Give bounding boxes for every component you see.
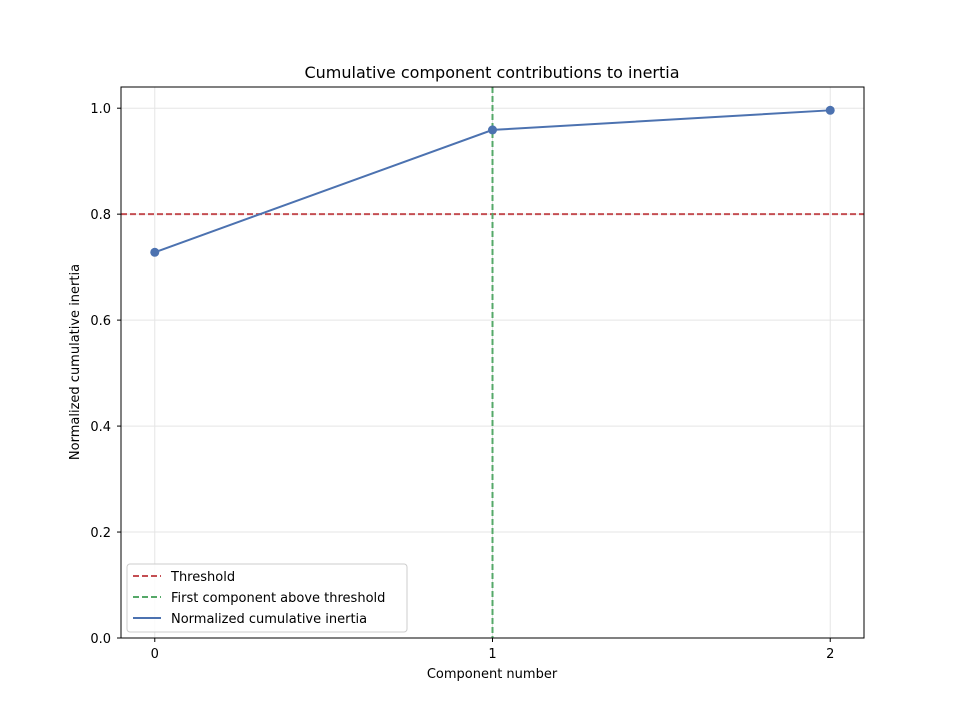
- x-tick-label: 1: [488, 647, 496, 662]
- legend-box: [126, 563, 408, 633]
- x-tick-label: 0: [151, 647, 159, 662]
- legend-series-label: Normalized cumulative inertia: [171, 612, 367, 627]
- y-tick-label: 0.8: [90, 208, 111, 223]
- legend-threshold-label: Threshold: [170, 570, 235, 585]
- chart-title: Cumulative component contributions to in…: [304, 63, 679, 82]
- y-tick-label: 1.0: [90, 102, 111, 117]
- data-point: [825, 105, 835, 115]
- series-layer: [150, 105, 835, 257]
- y-axis-label: Normalized cumulative inertia: [68, 264, 83, 460]
- x-axis: 0 1 2: [151, 638, 834, 662]
- x-axis-label: Component number: [427, 667, 558, 682]
- y-tick-label: 0.0: [90, 632, 111, 647]
- data-point: [150, 247, 160, 257]
- reference-lines: [121, 87, 864, 638]
- y-tick-label: 0.6: [90, 314, 111, 329]
- legend-first-component-label: First component above threshold: [171, 591, 385, 606]
- legend: Threshold First component above threshol…: [126, 563, 408, 633]
- y-tick-label: 0.2: [90, 526, 111, 541]
- y-tick-label: 0.4: [90, 420, 111, 435]
- data-point: [488, 125, 497, 135]
- y-axis: 0.0 0.2 0.4 0.6 0.8 1.0: [90, 102, 121, 647]
- x-tick-label: 2: [826, 647, 834, 662]
